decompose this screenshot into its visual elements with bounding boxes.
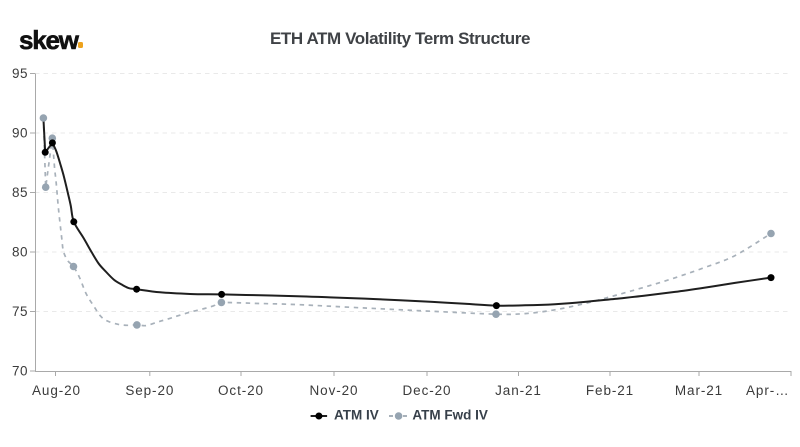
svg-text:80: 80: [12, 245, 28, 260]
svg-text:75: 75: [12, 304, 28, 319]
svg-text:70: 70: [12, 364, 28, 379]
svg-text:Feb-21: Feb-21: [586, 383, 634, 398]
svg-text:Dec-20: Dec-20: [403, 383, 452, 398]
svg-text:90: 90: [12, 126, 28, 141]
svg-text:95: 95: [12, 66, 28, 81]
svg-text:Aug-20: Aug-20: [32, 383, 81, 398]
svg-text:ATM Fwd IV: ATM Fwd IV: [412, 408, 488, 423]
svg-text:ATM IV: ATM IV: [334, 408, 379, 423]
svg-text:Apr-…: Apr-…: [746, 383, 790, 398]
svg-text:Oct-20: Oct-20: [218, 383, 264, 398]
svg-text:Jan-21: Jan-21: [495, 383, 542, 398]
svg-text:Sep-20: Sep-20: [125, 383, 174, 398]
svg-text:Mar-21: Mar-21: [675, 383, 723, 398]
svg-text:Nov-20: Nov-20: [310, 383, 359, 398]
svg-text:85: 85: [12, 185, 28, 200]
